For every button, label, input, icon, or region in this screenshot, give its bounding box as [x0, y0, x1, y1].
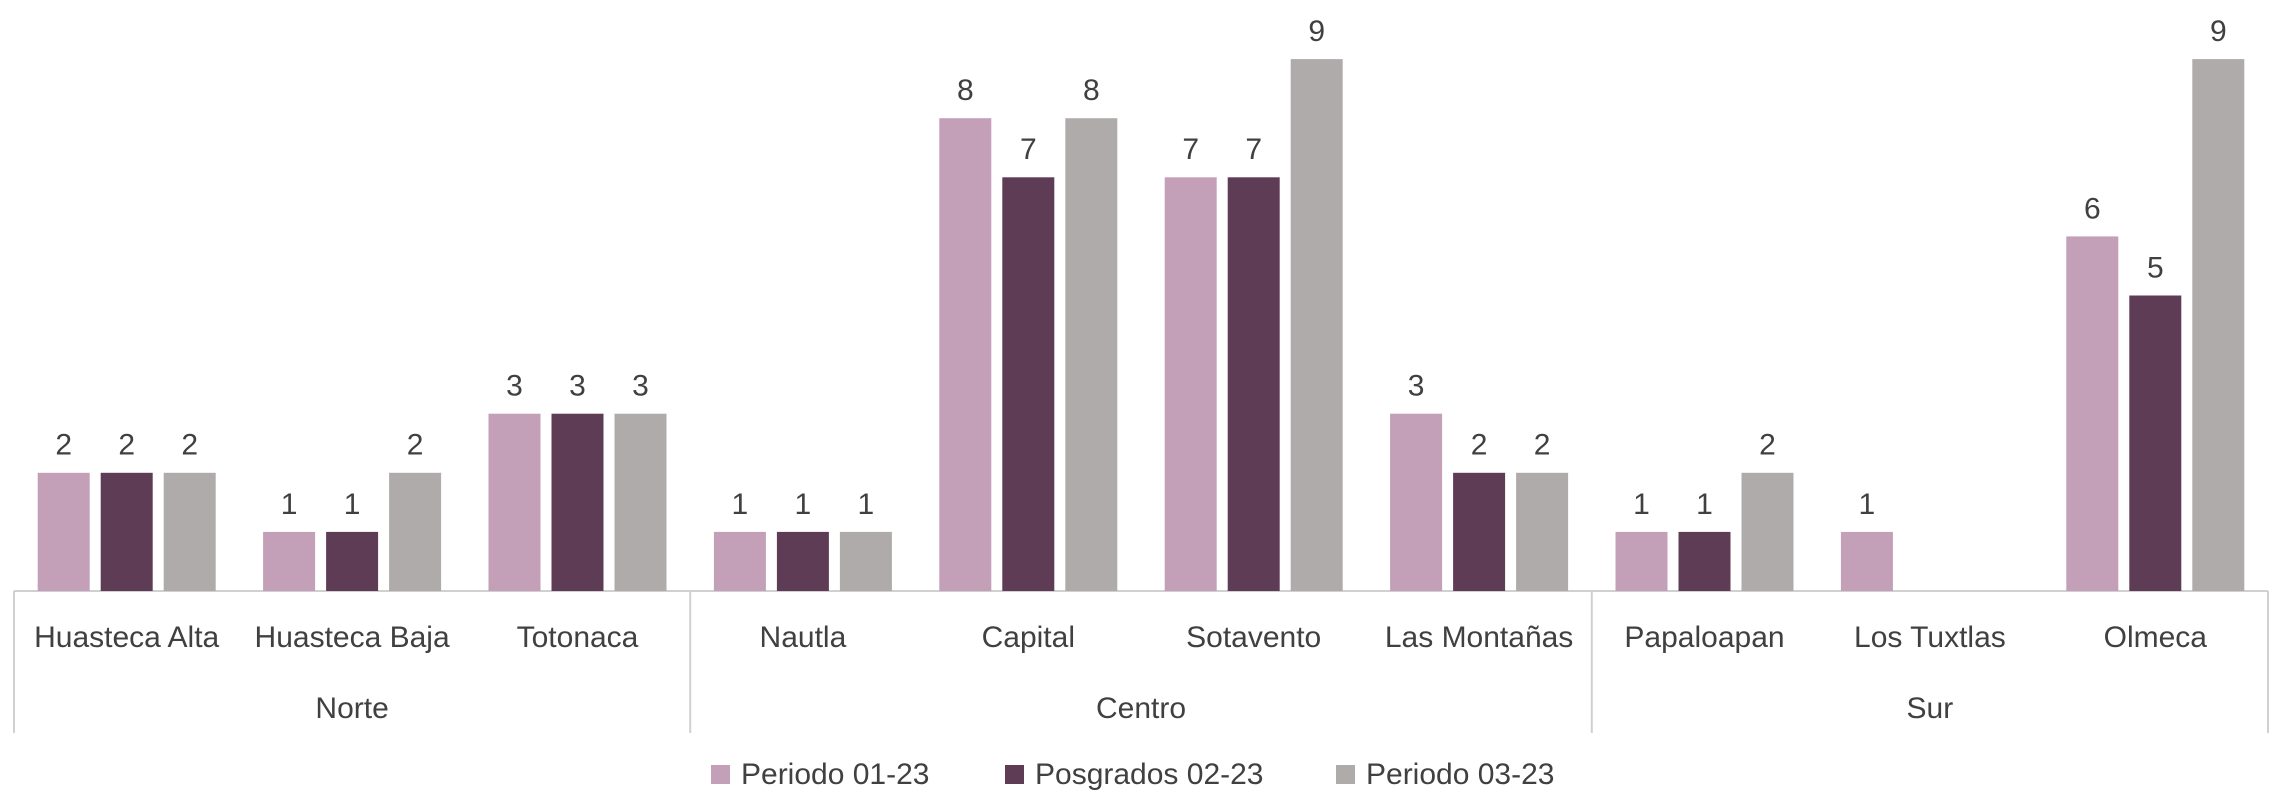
value-label: 7 [1245, 133, 1262, 166]
bar [2129, 295, 2182, 591]
bar [488, 413, 541, 591]
bar [939, 118, 992, 591]
bar [389, 472, 442, 591]
value-label: 2 [407, 429, 424, 462]
value-label: 2 [1471, 429, 1488, 462]
legend-swatch [1336, 765, 1355, 784]
legend-label: Periodo 03-23 [1366, 758, 1554, 791]
legend-label: Posgrados 02-23 [1035, 758, 1264, 791]
legend-label: Periodo 01-23 [741, 758, 929, 791]
group-label: Centro [1096, 692, 1186, 725]
group-label: Sur [1907, 692, 1954, 725]
value-label: 6 [2084, 192, 2101, 225]
bar [1164, 177, 1217, 592]
bar [263, 531, 316, 591]
value-label: 1 [732, 488, 749, 521]
bar [839, 531, 892, 591]
bar [551, 413, 604, 591]
value-label: 1 [344, 488, 361, 521]
value-label: 3 [506, 370, 523, 403]
bar [614, 413, 667, 591]
value-label: 7 [1182, 133, 1199, 166]
bar [1840, 531, 1893, 591]
value-label: 5 [2147, 251, 2164, 284]
legend-swatch [1005, 765, 1024, 784]
x-tick-label: Papaloapan [1624, 621, 1784, 654]
x-tick-label: Nautla [760, 621, 847, 654]
x-tick-label: Sotavento [1186, 621, 1321, 654]
group-label: Norte [315, 692, 388, 725]
value-label: 3 [1408, 370, 1425, 403]
value-label: 9 [1308, 15, 1325, 48]
bar [1615, 531, 1668, 591]
bar [1002, 177, 1055, 592]
x-tick-label: Olmeca [2104, 621, 2208, 654]
x-tick-label: Totonaca [517, 621, 639, 654]
bar [1741, 472, 1794, 591]
value-label: 9 [2210, 15, 2227, 48]
value-label: 1 [281, 488, 298, 521]
value-label: 2 [55, 429, 72, 462]
bar [1453, 472, 1506, 591]
bar [1390, 413, 1443, 591]
bar [163, 472, 216, 591]
x-tick-label: Los Tuxtlas [1854, 621, 2006, 654]
bar [1065, 118, 1118, 591]
value-label: 2 [181, 429, 198, 462]
bar [100, 472, 153, 591]
value-label: 2 [1759, 429, 1776, 462]
value-label: 3 [632, 370, 649, 403]
value-label: 3 [569, 370, 586, 403]
bar [1227, 177, 1280, 592]
x-tick-label: Huasteca Baja [255, 621, 450, 654]
bar [1516, 472, 1569, 591]
value-label: 1 [1859, 488, 1876, 521]
bar [2192, 59, 2245, 592]
value-label: 1 [795, 488, 812, 521]
value-label: 2 [1534, 429, 1551, 462]
x-tick-label: Huasteca Alta [34, 621, 219, 654]
bar [326, 531, 379, 591]
bar [37, 472, 90, 591]
bar [1290, 59, 1343, 592]
bar [1678, 531, 1731, 591]
value-label: 1 [1633, 488, 1650, 521]
bar [2066, 236, 2119, 591]
value-label: 1 [858, 488, 875, 521]
value-label: 7 [1020, 133, 1037, 166]
legend-swatch [711, 765, 730, 784]
value-label: 1 [1696, 488, 1713, 521]
value-label: 8 [1083, 74, 1100, 107]
value-label: 2 [118, 429, 135, 462]
value-label: 8 [957, 74, 974, 107]
x-tick-label: Capital [982, 621, 1075, 654]
bar [776, 531, 829, 591]
bar [713, 531, 766, 591]
x-tick-label: Las Montañas [1385, 621, 1573, 654]
